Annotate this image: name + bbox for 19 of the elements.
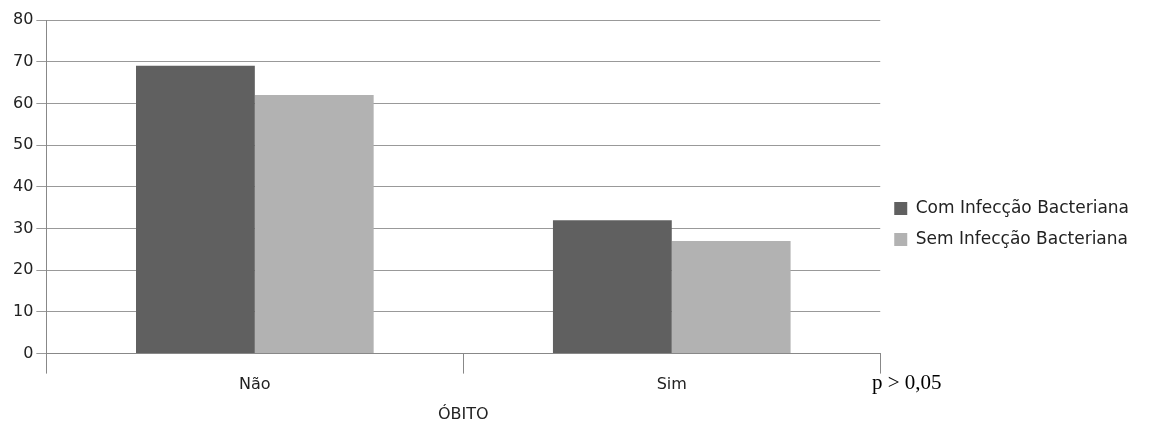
bar (552, 220, 672, 354)
bar (671, 241, 791, 354)
y-tick-label: 80 (13, 9, 34, 29)
bar (254, 95, 374, 354)
legend-label: Sem Infecção Bacteriana (915, 227, 1128, 248)
y-tick-label: 30 (13, 217, 34, 237)
x-tick-label: Sim (656, 374, 687, 394)
y-tick-label: 20 (13, 259, 34, 279)
y-tick-label: 60 (13, 92, 34, 112)
x-tick-label: Não (239, 374, 271, 394)
y-tick-label: 70 (13, 50, 34, 70)
y-tick-label: 0 (23, 342, 34, 362)
legend-label: Com Infecção Bacteriana (915, 196, 1130, 217)
y-tick-label: 10 (13, 301, 34, 321)
y-tick-label: 40 (13, 175, 34, 195)
bar (136, 65, 255, 354)
x-axis-title: ÓBITO (437, 403, 489, 423)
y-tick-label: 50 (13, 134, 34, 154)
text: p > 0,05 (872, 370, 942, 395)
